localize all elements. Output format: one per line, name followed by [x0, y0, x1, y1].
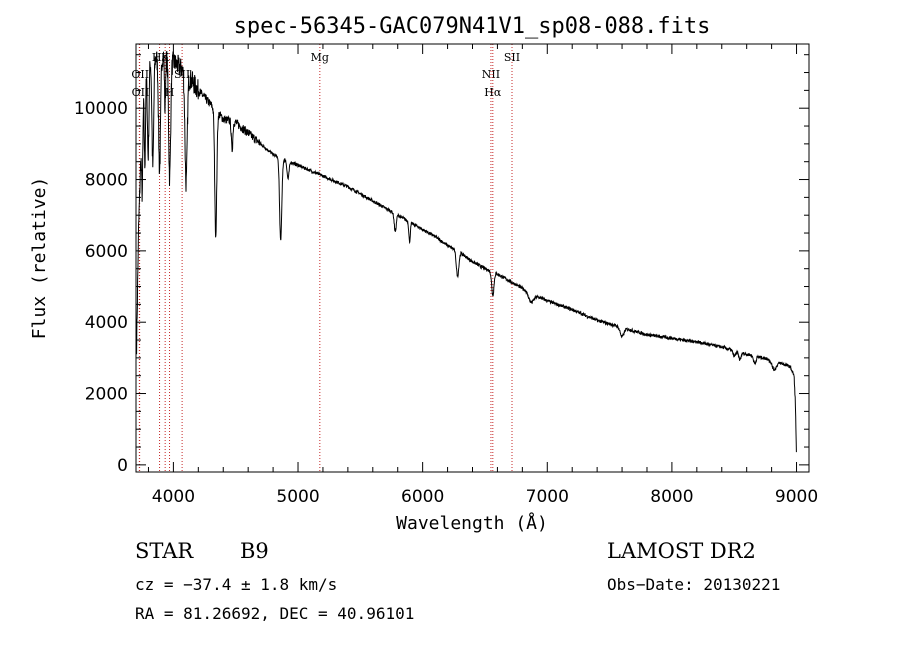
marker-label: Mg [311, 51, 329, 64]
x-tick-label: 5000 [276, 487, 319, 507]
y-axis-label: Flux (relative) [29, 177, 50, 340]
redshift-velocity: cz = −37.4 ± 1.8 km/s [135, 575, 338, 594]
y-tick-label: 4000 [85, 313, 128, 333]
survey-name: LAMOST DR2 [607, 539, 756, 563]
x-tick-label: 9000 [775, 487, 818, 507]
y-tick-label: 2000 [85, 385, 128, 405]
axis-ticks: 4000 5000 6000 7000 8000 9000 0 2000 4000 6000 800… [74, 44, 818, 507]
y-tick-label: 6000 [85, 242, 128, 262]
marker-label: K [161, 51, 170, 64]
spectrum-chart: spec-56345-GAC079N41V1_sp08-088.fits OII… [29, 14, 818, 534]
object-subclass: B9 [240, 539, 269, 563]
y-tick-label: 0 [117, 456, 128, 476]
plot-frame [135, 43, 810, 473]
x-tick-label: 6000 [401, 487, 444, 507]
x-axis-label: Wavelength (Å) [396, 512, 548, 534]
chart-title: spec-56345-GAC079N41V1_sp08-088.fits [234, 14, 711, 39]
marker-label: Hα [484, 86, 502, 99]
y-tick-label: 8000 [85, 171, 128, 191]
marker-label: H [165, 86, 175, 99]
observation-date: Obs−Date: 20130221 [607, 575, 781, 594]
x-tick-label: 7000 [526, 487, 569, 507]
y-tick-label: 10000 [74, 99, 128, 119]
x-tick-label: 8000 [650, 487, 693, 507]
object-class: STAR [135, 539, 194, 563]
marker-label: NII [482, 68, 500, 81]
marker-label: SII [504, 51, 520, 64]
x-tick-label: 4000 [152, 487, 195, 507]
coordinates: RA = 81.26692, DEC = 40.96101 [135, 604, 415, 623]
spectrum-line [136, 50, 797, 453]
